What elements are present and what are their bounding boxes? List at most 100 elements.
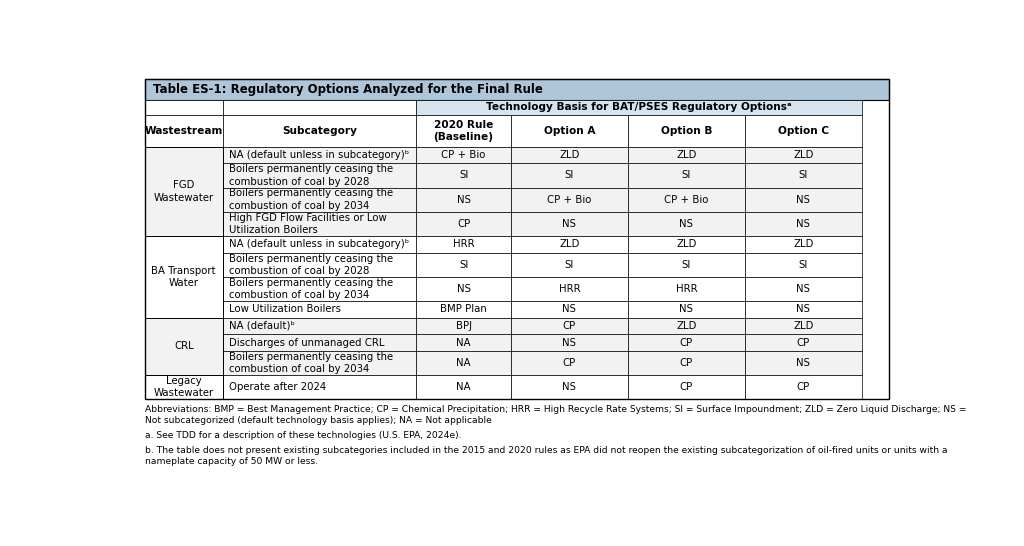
Bar (744, 188, 862, 212)
Text: NS: NS (562, 382, 577, 392)
Text: BPJ: BPJ (456, 321, 472, 331)
Bar (417, 253, 511, 277)
Bar (417, 334, 511, 351)
Text: Technology Basis for BAT/PSES Regulatory Optionsᵃ: Technology Basis for BAT/PSES Regulatory… (486, 103, 792, 112)
Bar (145, 318, 222, 375)
Bar (417, 375, 511, 399)
Text: Not subcategorized (default technology basis applies); NA = Not applicable: Not subcategorized (default technology b… (145, 416, 492, 425)
Bar (222, 236, 417, 253)
Bar (628, 236, 744, 253)
Bar (417, 115, 511, 147)
Bar (744, 277, 862, 301)
Text: SI: SI (564, 260, 574, 270)
Bar (511, 163, 628, 188)
Bar (744, 163, 862, 188)
Bar (222, 318, 417, 334)
Text: NS: NS (562, 337, 577, 347)
Bar (511, 212, 628, 236)
Text: BMP Plan: BMP Plan (440, 305, 487, 314)
Text: CP + Bio: CP + Bio (665, 195, 709, 205)
Bar (222, 100, 417, 115)
Text: NS: NS (562, 305, 577, 314)
Text: NS: NS (797, 284, 810, 294)
Bar (417, 212, 511, 236)
Text: Option B: Option B (660, 126, 712, 136)
Bar (744, 334, 862, 351)
Bar (145, 115, 222, 147)
Text: Boilers permanently ceasing the
combustion of coal by 2034: Boilers permanently ceasing the combusti… (228, 352, 393, 374)
Bar (628, 351, 744, 375)
Bar (628, 163, 744, 188)
Text: NS: NS (457, 195, 471, 205)
Text: NA: NA (457, 358, 471, 368)
Text: CP: CP (563, 358, 575, 368)
Text: Boilers permanently ceasing the
combustion of coal by 2028: Boilers permanently ceasing the combusti… (228, 253, 393, 276)
Bar (744, 375, 862, 399)
Text: SI: SI (799, 260, 808, 270)
Text: NA: NA (457, 382, 471, 392)
Text: CP: CP (680, 337, 693, 347)
Bar (511, 318, 628, 334)
Text: CRL: CRL (174, 341, 194, 352)
Text: ZLD: ZLD (559, 150, 580, 160)
Text: NA: NA (457, 337, 471, 347)
Text: High FGD Flow Facilities or Low
Utilization Boilers: High FGD Flow Facilities or Low Utilizat… (228, 213, 386, 235)
Text: a. See TDD for a description of these technologies (U.S. EPA, 2024e).: a. See TDD for a description of these te… (145, 431, 462, 440)
Text: Option A: Option A (544, 126, 595, 136)
Text: 2020 Rule
(Baseline): 2020 Rule (Baseline) (433, 120, 494, 142)
Bar (417, 100, 862, 115)
Bar (417, 351, 511, 375)
Bar (222, 351, 417, 375)
Text: NS: NS (679, 305, 693, 314)
Text: BA Transport
Water: BA Transport Water (152, 266, 216, 288)
Bar (145, 79, 889, 399)
Bar (744, 301, 862, 318)
Bar (511, 375, 628, 399)
Text: ZLD: ZLD (676, 239, 696, 250)
Bar (511, 147, 628, 163)
Text: NS: NS (797, 195, 810, 205)
Bar (222, 277, 417, 301)
Bar (511, 253, 628, 277)
Bar (222, 115, 417, 147)
Text: Wastestream: Wastestream (144, 126, 223, 136)
Bar (511, 277, 628, 301)
Bar (145, 79, 889, 100)
Bar (628, 301, 744, 318)
Bar (744, 318, 862, 334)
Text: NS: NS (797, 219, 810, 229)
Text: CP: CP (563, 321, 575, 331)
Text: SI: SI (459, 170, 468, 180)
Bar (744, 351, 862, 375)
Text: Boilers permanently ceasing the
combustion of coal by 2028: Boilers permanently ceasing the combusti… (228, 164, 393, 187)
Bar (628, 318, 744, 334)
Bar (744, 236, 862, 253)
Text: NS: NS (797, 305, 810, 314)
Bar (222, 253, 417, 277)
Bar (222, 212, 417, 236)
Text: CP: CP (797, 337, 810, 347)
Text: Low Utilization Boilers: Low Utilization Boilers (228, 305, 341, 314)
Text: CP: CP (457, 219, 470, 229)
Bar (628, 375, 744, 399)
Text: NS: NS (679, 219, 693, 229)
Bar (511, 236, 628, 253)
Bar (145, 375, 222, 399)
Text: HRR: HRR (453, 239, 474, 250)
Text: ZLD: ZLD (676, 150, 696, 160)
Text: SI: SI (799, 170, 808, 180)
Text: HRR: HRR (676, 284, 697, 294)
Text: CP: CP (797, 382, 810, 392)
Text: ZLD: ZLD (794, 150, 814, 160)
Text: Legacy
Wastewater: Legacy Wastewater (154, 376, 214, 399)
Bar (222, 301, 417, 318)
Text: NA (default)ᵇ: NA (default)ᵇ (228, 321, 295, 331)
Bar (511, 301, 628, 318)
Bar (417, 318, 511, 334)
Text: ZLD: ZLD (794, 239, 814, 250)
Bar (222, 188, 417, 212)
Text: NS: NS (457, 284, 471, 294)
Text: nameplate capacity of 50 MW or less.: nameplate capacity of 50 MW or less. (145, 457, 318, 466)
Text: FGD
Wastewater: FGD Wastewater (154, 180, 214, 203)
Bar (744, 115, 862, 147)
